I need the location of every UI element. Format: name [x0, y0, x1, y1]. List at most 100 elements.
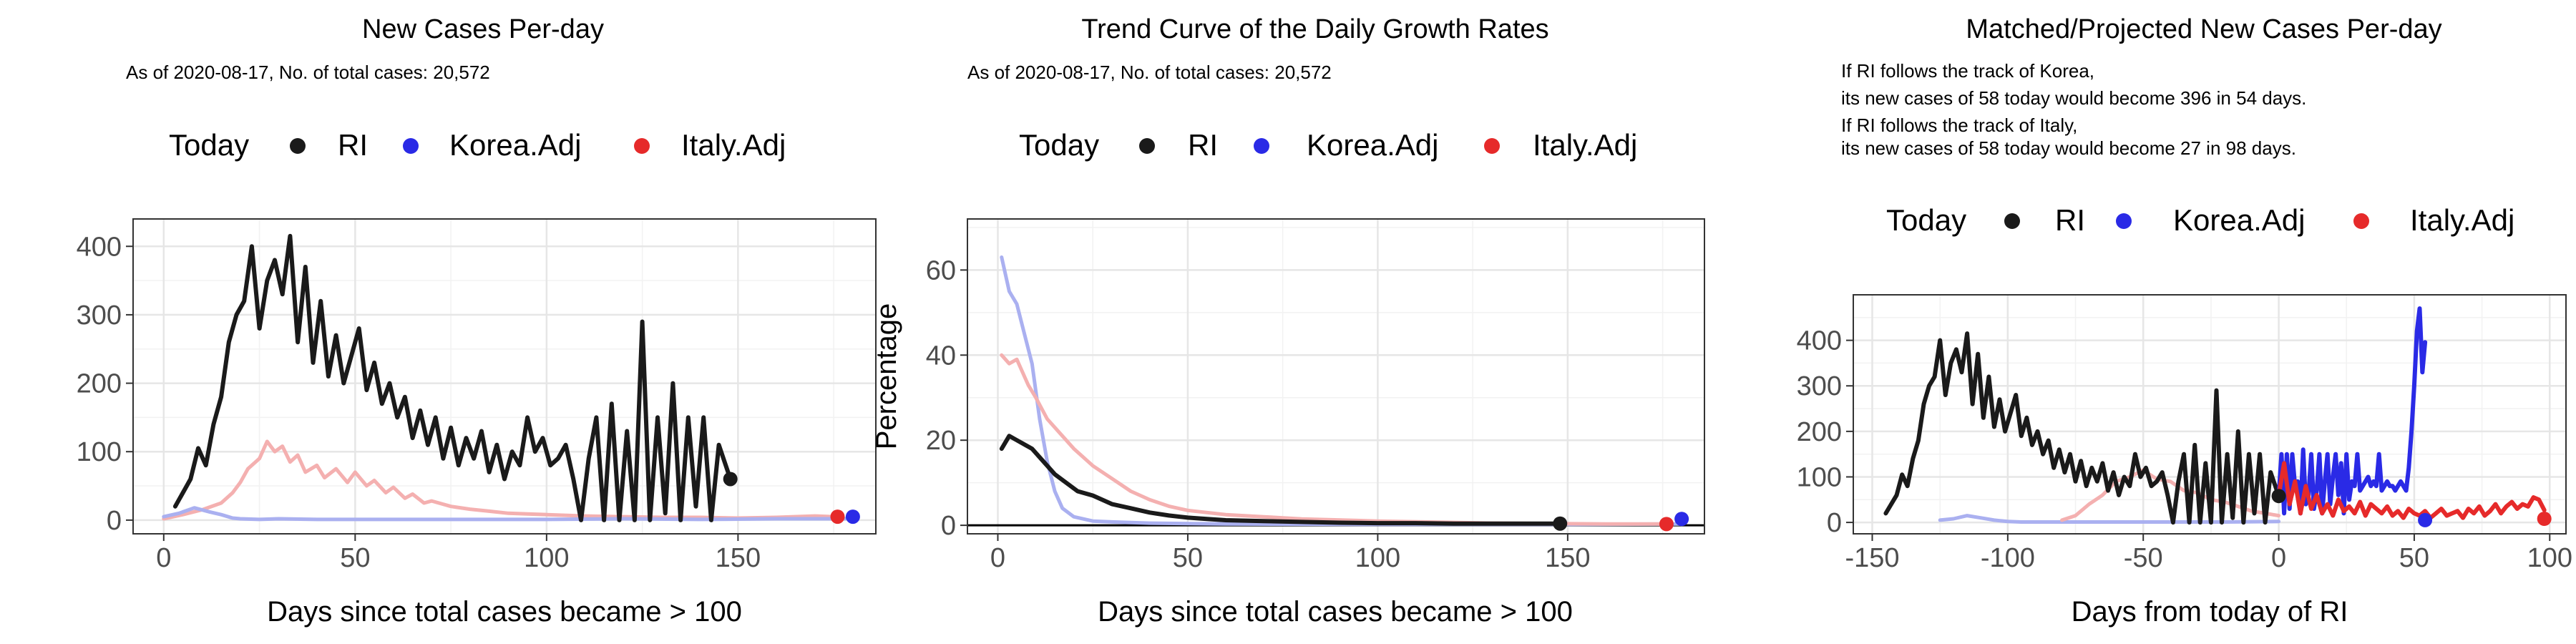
x-tick-label: -100: [1981, 543, 2035, 573]
panel3-subtitle-line: its new cases of 58 today would become 3…: [1841, 87, 2306, 109]
series-line-italy-adj-projection: [2276, 461, 2547, 520]
panel2-x-axis-title: Days since total cases became > 100: [1098, 596, 1573, 628]
legend-label-ri: RI: [338, 128, 368, 162]
panel1-gridlines: [133, 219, 876, 534]
legend-key-italy: [2353, 213, 2369, 229]
legend-label-korea: Korea.Adj: [2173, 203, 2305, 237]
x-tick-label: 150: [1545, 543, 1590, 573]
y-tick-label: 0: [941, 511, 956, 541]
panel-new-cases: New Cases Per-day As of 2020-08-17, No. …: [77, 14, 877, 628]
today-point-ri: [723, 472, 738, 487]
panel2-y-axis-title: Percentage: [871, 303, 902, 450]
x-tick-label: 150: [716, 543, 761, 573]
x-tick-label: 0: [990, 543, 1005, 573]
y-tick-label: 400: [1797, 326, 1842, 356]
panel-growth-rates: Trend Curve of the Daily Growth Rates As…: [871, 14, 1705, 628]
legend-key-ri: [290, 138, 306, 154]
panel2-frame: [967, 218, 1705, 535]
legend-label-italy: Italy.Adj: [2410, 203, 2514, 237]
legend-label-ri: RI: [1188, 128, 1218, 162]
today-point-italy-adj: [1659, 517, 1674, 532]
today-point-italy-adj: [830, 509, 845, 525]
panel2-subtitle-line: As of 2020-08-17, No. of total cases: 20…: [967, 62, 1332, 83]
y-tick-label: 40: [926, 341, 956, 371]
series-line-italy-adj-faint: [1000, 353, 1669, 526]
today-point-ri: [1553, 516, 1568, 531]
x-tick-label: 100: [524, 543, 569, 573]
panel2-series: [999, 255, 1684, 527]
panel2-x-ticks: 0 50 100 150: [990, 534, 1591, 573]
y-tick-label: 300: [77, 301, 122, 331]
y-tick-label: 200: [1797, 417, 1842, 447]
y-tick-label: 0: [107, 506, 122, 536]
panel2-plot-area: 0 50 100 150 0 20 40 60: [926, 218, 1705, 573]
y-tick-label: 60: [926, 255, 956, 286]
y-tick-label: 100: [77, 437, 122, 467]
panel1-plot-area: 0 50 100 150 0 100 200 300 400: [77, 218, 877, 573]
y-tick-label: 400: [77, 232, 122, 262]
y-tick-label: 100: [1797, 462, 1842, 492]
y-tick-label: 200: [77, 369, 122, 399]
x-tick-label: 100: [1355, 543, 1400, 573]
legend-title: Today: [1019, 128, 1099, 162]
legend-key-ri: [1139, 138, 1155, 154]
plot-background: [967, 219, 1704, 534]
x-tick-label: 50: [2399, 543, 2429, 573]
legend-label-ri: RI: [2055, 203, 2085, 237]
panel3-legend: Today RI Korea.Adj Italy.Adj: [1886, 203, 2514, 237]
series-line-korea-adj-faint: [1000, 255, 1684, 527]
panel3-subtitle-line: its new cases of 58 today would become 2…: [1841, 137, 2296, 159]
legend-label-korea: Korea.Adj: [449, 128, 581, 162]
panel3-today-points: [2271, 489, 2552, 527]
today-point-korea-adj: [1674, 512, 1689, 527]
panel1-frame: [132, 218, 877, 535]
series-line-italy-adj-faint: [162, 439, 836, 521]
panel1-legend: Today RI Korea.Adj Italy.Adj: [169, 128, 786, 162]
panel1-subtitle-line: As of 2020-08-17, No. of total cases: 20…: [126, 62, 490, 83]
series-line-korea-adj-projection: [2276, 306, 2428, 516]
series-line-ri-solid: [999, 434, 1563, 526]
panel2-title: Trend Curve of the Daily Growth Rates: [1081, 14, 1548, 44]
series-line-korea-adj-faint: [1938, 514, 2281, 524]
legend-title: Today: [1886, 203, 1966, 237]
legend-label-italy: Italy.Adj: [1533, 128, 1637, 162]
panel3-title: Matched/Projected New Cases Per-day: [1966, 14, 2441, 44]
series-line-ri-solid: [172, 233, 733, 522]
today-point-korea-adj: [2418, 512, 2433, 527]
x-tick-label: -50: [2124, 543, 2163, 573]
panel1-today-points: [723, 472, 860, 525]
plot-background: [133, 219, 876, 534]
panel2-today-points: [1553, 512, 1689, 532]
panel3-plot-area: -150 -100 -50 0 50 100 0 100 200 300 400: [1797, 294, 2572, 573]
legend-key-korea: [403, 138, 419, 154]
legend-key-italy: [1484, 138, 1500, 154]
x-tick-label: 50: [1173, 543, 1203, 573]
legend-label-italy: Italy.Adj: [681, 128, 786, 162]
panel2-gridlines: [967, 219, 1704, 534]
x-tick-label: -150: [1845, 543, 1899, 573]
legend-key-ri: [2004, 213, 2020, 229]
panel3-x-axis-title: Days from today of RI: [2072, 596, 2348, 628]
panel3-y-ticks: 0 100 200 300 400: [1797, 326, 1853, 538]
y-tick-label: 300: [1797, 371, 1842, 401]
legend-title: Today: [169, 128, 249, 162]
panel1-title: New Cases Per-day: [362, 14, 604, 44]
panel2-y-ticks: 0 20 40 60: [926, 255, 967, 541]
legend-key-korea: [1254, 138, 1269, 154]
panel3-series: [1883, 306, 2547, 525]
x-tick-label: 50: [340, 543, 370, 573]
panel1-x-ticks: 0 50 100 150: [156, 534, 761, 573]
legend-key-italy: [634, 138, 650, 154]
today-point-ri: [2271, 489, 2286, 504]
y-tick-label: 0: [1827, 508, 1842, 538]
legend-key-korea: [2116, 213, 2132, 229]
panel3-subtitle-line: If RI follows the track of Korea,: [1841, 60, 2094, 82]
panel3-frame: [1853, 294, 2567, 535]
panel3-subtitle-line: If RI follows the track of Italy,: [1841, 114, 2077, 136]
panel1-y-ticks: 0 100 200 300 400: [77, 232, 133, 536]
panel-projected-cases: Matched/Projected New Cases Per-day If R…: [1797, 14, 2572, 628]
today-point-korea-adj: [845, 509, 860, 525]
y-tick-label: 20: [926, 426, 956, 456]
panel2-legend: Today RI Korea.Adj Italy.Adj: [1019, 128, 1637, 162]
